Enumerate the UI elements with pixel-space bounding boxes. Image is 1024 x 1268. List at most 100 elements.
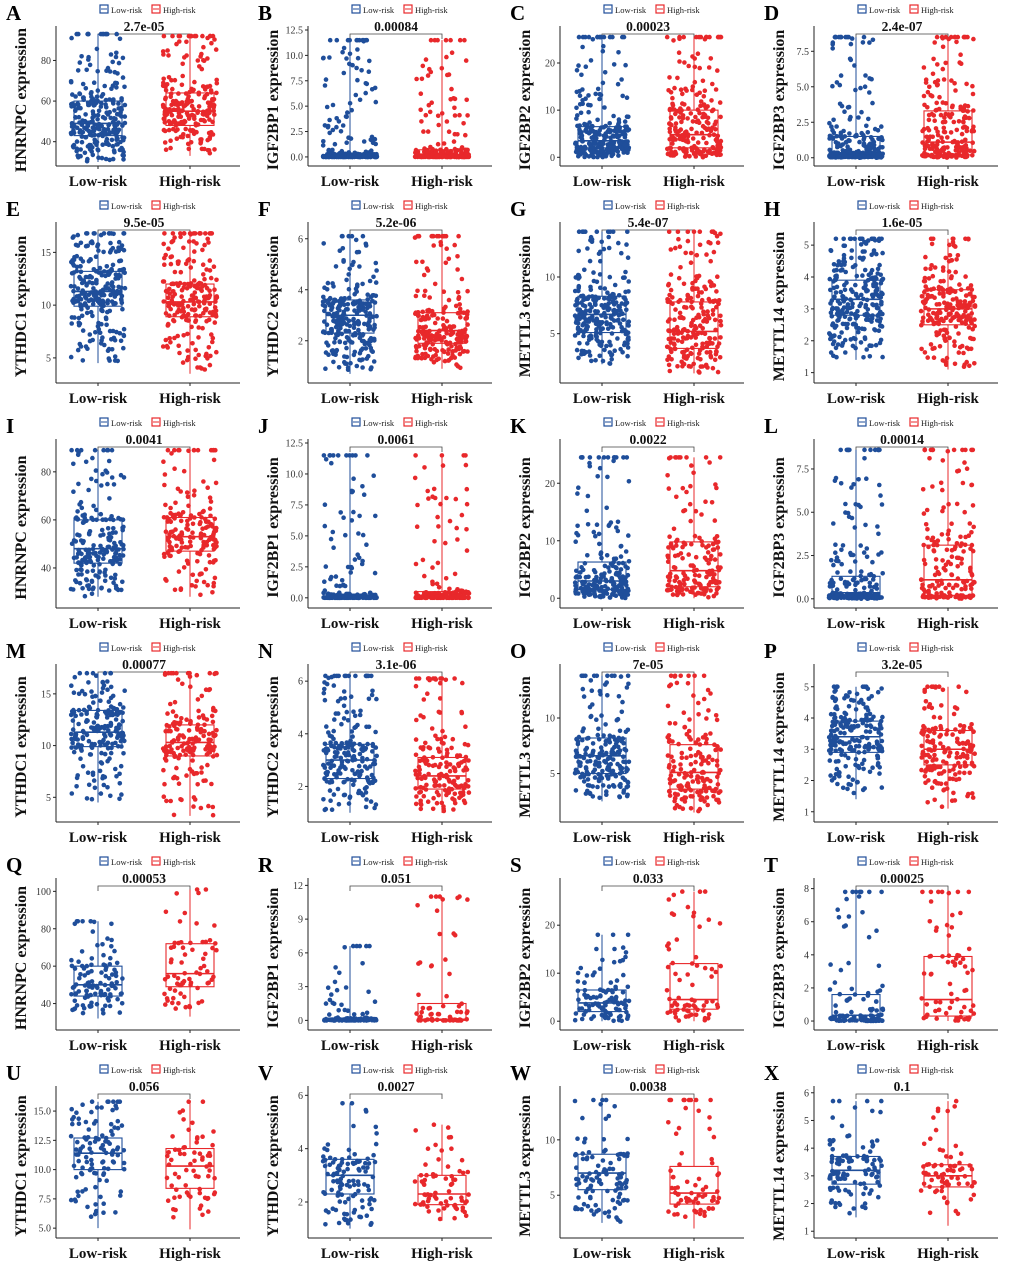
data-point <box>190 572 196 578</box>
data-point <box>867 76 872 81</box>
data-point <box>852 312 858 318</box>
data-point <box>963 318 969 323</box>
panel-D: D Low-risk High-risk2.4e-070.02.55.07.5IGF… <box>764 1 998 190</box>
data-point <box>75 232 81 238</box>
data-point <box>208 513 213 519</box>
data-point <box>330 154 335 160</box>
data-point <box>853 154 858 160</box>
data-point <box>710 312 716 317</box>
data-point <box>331 284 336 289</box>
data-point <box>929 153 934 159</box>
data-point <box>602 70 608 75</box>
data-point <box>441 233 447 239</box>
data-point <box>861 355 866 360</box>
data-point <box>185 331 190 337</box>
data-point <box>334 116 339 121</box>
x-tick-label-low: Low-risk <box>573 174 632 190</box>
data-point <box>322 308 327 314</box>
data-point <box>90 337 95 343</box>
data-point <box>333 264 339 269</box>
x-tick-label-low: Low-risk <box>321 174 380 190</box>
data-point <box>463 58 469 63</box>
significance-bracket <box>855 33 949 39</box>
data-point <box>697 65 702 71</box>
data-point <box>182 55 187 60</box>
data-point <box>160 279 166 284</box>
data-point <box>186 503 191 509</box>
data-point <box>186 114 192 120</box>
data-point <box>852 63 857 68</box>
data-point <box>856 329 861 335</box>
data-point <box>952 34 957 40</box>
data-point <box>361 492 367 497</box>
data-point <box>926 307 932 312</box>
data-point <box>363 90 368 96</box>
data-point <box>107 496 112 501</box>
data-point <box>926 312 931 317</box>
data-point <box>196 104 202 109</box>
data-point <box>367 325 373 330</box>
data-point <box>960 108 966 113</box>
data-point <box>588 58 594 63</box>
data-point <box>337 339 343 345</box>
y-tick-label: 7.5 <box>797 47 810 58</box>
y-tick-label: 60 <box>41 515 51 526</box>
data-point <box>177 350 182 356</box>
data-point <box>83 344 89 349</box>
data-point <box>161 299 166 304</box>
data-point <box>200 111 206 117</box>
data-point <box>349 564 354 570</box>
points-low <box>68 447 127 599</box>
data-point <box>962 302 967 307</box>
data-point <box>622 119 628 124</box>
data-point <box>162 140 168 145</box>
data-point <box>184 357 190 363</box>
data-point <box>582 151 588 156</box>
data-point <box>340 123 346 128</box>
data-point <box>682 355 688 361</box>
data-point <box>73 539 79 544</box>
data-point <box>113 249 119 254</box>
data-point <box>625 336 631 342</box>
y-tick-label: 10 <box>545 106 555 117</box>
data-point <box>341 312 347 317</box>
data-point <box>961 350 966 356</box>
data-point <box>943 255 948 261</box>
data-point <box>859 326 865 331</box>
data-point <box>111 97 116 102</box>
data-point <box>594 229 600 234</box>
data-point <box>419 329 425 335</box>
data-point <box>81 538 86 544</box>
data-point <box>869 267 875 273</box>
data-point <box>341 70 347 76</box>
data-point <box>841 236 846 242</box>
data-point <box>624 307 629 313</box>
data-point <box>677 36 682 42</box>
data-point <box>172 466 177 471</box>
data-point <box>347 266 352 272</box>
data-point <box>120 525 125 530</box>
p-value-label: 0.00023 <box>626 19 670 34</box>
data-point <box>872 148 877 153</box>
data-point <box>443 576 449 581</box>
data-point <box>677 59 682 64</box>
data-point <box>110 59 115 65</box>
data-point <box>845 306 850 311</box>
data-point <box>700 78 706 84</box>
points-low <box>68 31 128 164</box>
data-point <box>626 319 632 324</box>
data-point <box>595 117 600 123</box>
data-point <box>103 131 108 136</box>
data-point <box>446 256 452 262</box>
data-point <box>700 341 705 347</box>
data-point <box>181 305 186 311</box>
data-point <box>97 570 102 575</box>
data-point <box>121 326 127 332</box>
y-tick-label: 0 <box>550 153 555 164</box>
data-point <box>122 102 128 108</box>
data-point <box>673 307 678 312</box>
data-point <box>413 453 418 458</box>
p-value-label: 5.4e-07 <box>628 215 669 230</box>
data-point <box>849 304 855 310</box>
data-point <box>211 560 216 565</box>
